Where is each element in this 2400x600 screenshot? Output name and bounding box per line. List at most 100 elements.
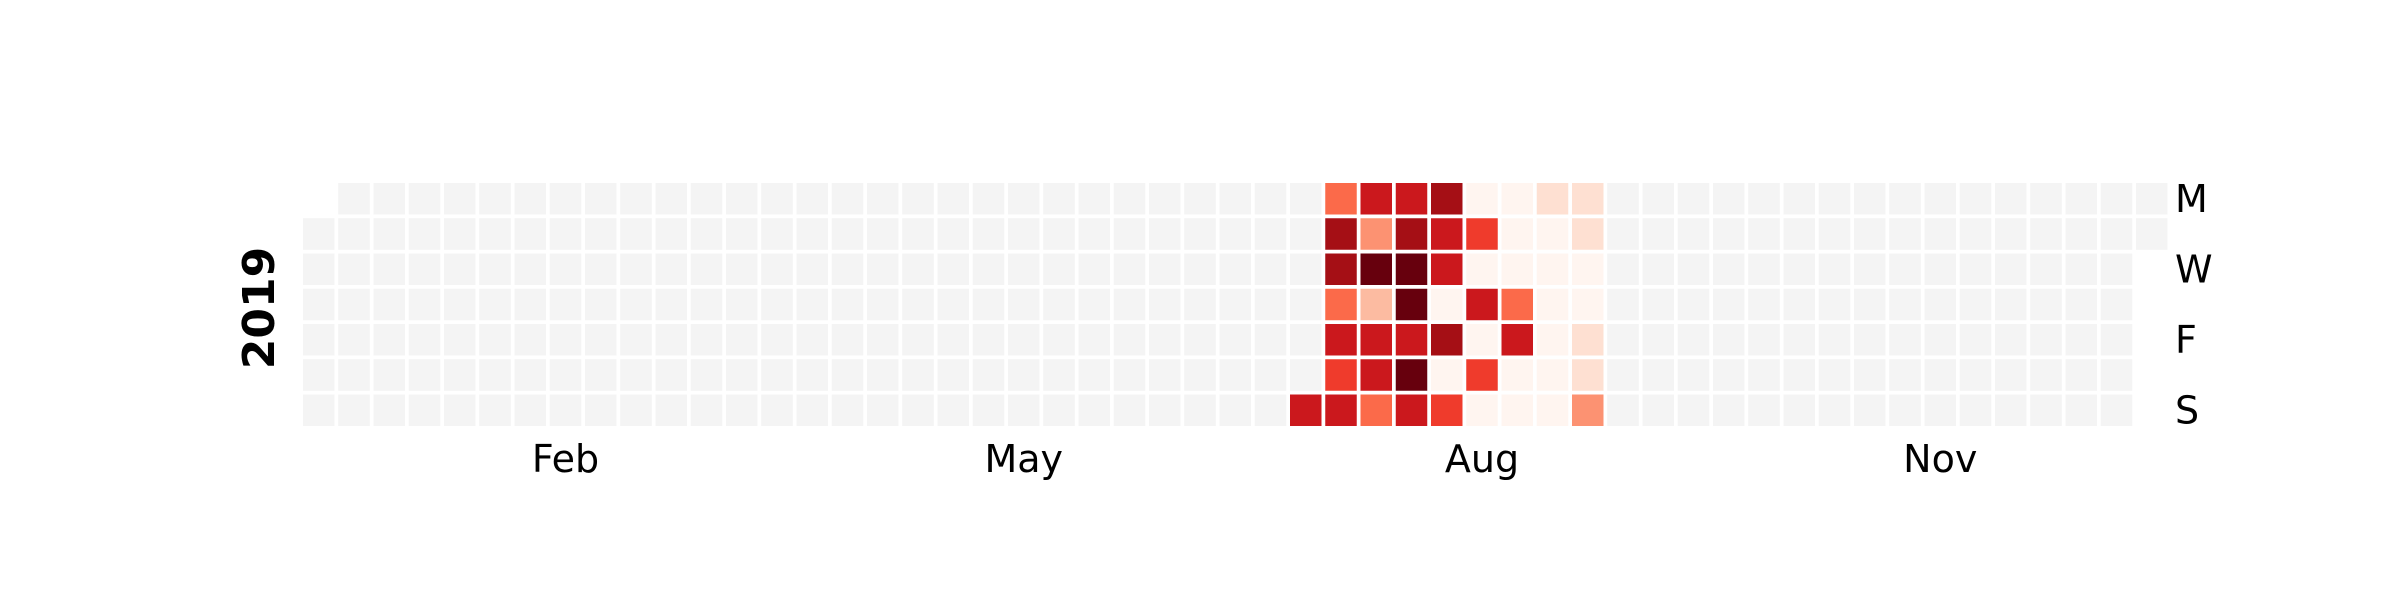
- heatmap-cell: [549, 359, 582, 391]
- heatmap-cell: [1325, 218, 1357, 250]
- heatmap-cell: [1078, 288, 1110, 321]
- heatmap-cell: [1572, 253, 1604, 285]
- heatmap-cell: [1713, 324, 1745, 356]
- heatmap-cell: [1677, 253, 1710, 285]
- heatmap-cell: [1924, 253, 1956, 285]
- heatmap-cell: [1677, 394, 1710, 426]
- heatmap-cell: [1184, 324, 1216, 356]
- heatmap-cell: [1713, 359, 1745, 391]
- heatmap-cell: [726, 218, 758, 250]
- heatmap-cell: [620, 218, 652, 250]
- heatmap-cell: [2030, 253, 2062, 285]
- heatmap-cell: [655, 218, 687, 250]
- heatmap-cell: [867, 183, 899, 215]
- heatmap-cell: [796, 183, 828, 215]
- heatmap-cell: [338, 253, 370, 285]
- heatmap-cell: [1325, 359, 1357, 391]
- heatmap-cell: [867, 288, 899, 321]
- heatmap-cell: [620, 253, 652, 285]
- heatmap-cell: [1748, 253, 1780, 285]
- heatmap-cell: [1536, 218, 1569, 250]
- heatmap-cell: [585, 253, 617, 285]
- heatmap-cell: [1431, 183, 1463, 215]
- heatmap-cell: [1008, 288, 1040, 321]
- heatmap-cell: [1501, 253, 1533, 285]
- heatmap-cell: [2065, 253, 2097, 285]
- heatmap-cell: [444, 183, 476, 215]
- heatmap-cell: [444, 253, 476, 285]
- heatmap-cell: [2065, 324, 2097, 356]
- heatmap-cell: [1149, 359, 1181, 391]
- heatmap-cell: [549, 253, 582, 285]
- heatmap-cell: [2065, 394, 2097, 426]
- heatmap-cell: [2100, 359, 2133, 391]
- heatmap-cell: [690, 324, 723, 356]
- heatmap-cell: [1783, 359, 1815, 391]
- heatmap-cell: [620, 324, 652, 356]
- heatmap-cell: [444, 394, 476, 426]
- heatmap-cell: [1889, 288, 1921, 321]
- heatmap-cell: [1713, 218, 1745, 250]
- heatmap-cell: [1677, 324, 1710, 356]
- heatmap-cell: [1995, 288, 2027, 321]
- heatmap-cell: [1783, 324, 1815, 356]
- heatmap-cell: [1395, 218, 1428, 250]
- heatmap-cell: [1783, 218, 1815, 250]
- heatmap-cell: [1078, 183, 1110, 215]
- month-labels: Feb May Aug Nov: [532, 437, 1977, 481]
- heatmap-cell: [338, 218, 370, 250]
- heatmap-cell: [1995, 218, 2027, 250]
- heatmap-cell: [655, 183, 687, 215]
- heatmap-cell: [338, 288, 370, 321]
- heatmap-cell: [1995, 394, 2027, 426]
- heatmap-cell: [1959, 359, 1992, 391]
- heatmap-cell: [620, 359, 652, 391]
- heatmap-cell: [1431, 324, 1463, 356]
- heatmap-cell: [690, 359, 723, 391]
- month-label: Nov: [1903, 437, 1977, 481]
- heatmap-cell: [1290, 324, 1322, 356]
- heatmap-cell: [1360, 359, 1392, 391]
- heatmap-cell: [902, 288, 934, 321]
- heatmap-cell: [620, 394, 652, 426]
- heatmap-cell: [303, 359, 335, 391]
- heatmap-cell: [831, 218, 864, 250]
- heatmap-cell: [1642, 253, 1674, 285]
- heatmap-cell: [796, 394, 828, 426]
- heatmap-cell: [1959, 288, 1992, 321]
- heatmap-cell: [303, 218, 335, 250]
- heatmap-cell: [1536, 183, 1569, 215]
- heatmap-cell: [1748, 183, 1780, 215]
- heatmap-cell: [444, 218, 476, 250]
- heatmap-cell: [1959, 218, 1992, 250]
- heatmap-cell: [2100, 288, 2133, 321]
- heatmap-cell: [937, 324, 969, 356]
- heatmap-cell: [690, 253, 723, 285]
- heatmap-cell: [972, 359, 1005, 391]
- heatmap-cell: [1395, 253, 1428, 285]
- heatmap-cell: [1290, 253, 1322, 285]
- heatmap-cell: [1043, 288, 1075, 321]
- heatmap-cell: [655, 253, 687, 285]
- heatmap-cell: [1536, 288, 1569, 321]
- heatmap-cell: [2100, 218, 2133, 250]
- heatmap-cell: [373, 253, 405, 285]
- heatmap-cell: [408, 359, 441, 391]
- heatmap-cell: [1572, 288, 1604, 321]
- heatmap-cell: [761, 288, 793, 321]
- heatmap-cell: [1325, 324, 1357, 356]
- heatmap-cell: [1219, 324, 1251, 356]
- heatmap-cell: [338, 359, 370, 391]
- heatmap-cell: [972, 218, 1005, 250]
- heatmap-cell: [726, 359, 758, 391]
- heatmap-cell: [1008, 359, 1040, 391]
- heatmap-cell: [1360, 218, 1392, 250]
- heatmap-cell: [373, 359, 405, 391]
- heatmap-cell: [585, 394, 617, 426]
- heatmap-cell: [1219, 218, 1251, 250]
- heatmap-cell: [2030, 218, 2062, 250]
- heatmap-cell: [1818, 359, 1851, 391]
- heatmap-cell: [1078, 359, 1110, 391]
- heatmap-cell: [1995, 183, 2027, 215]
